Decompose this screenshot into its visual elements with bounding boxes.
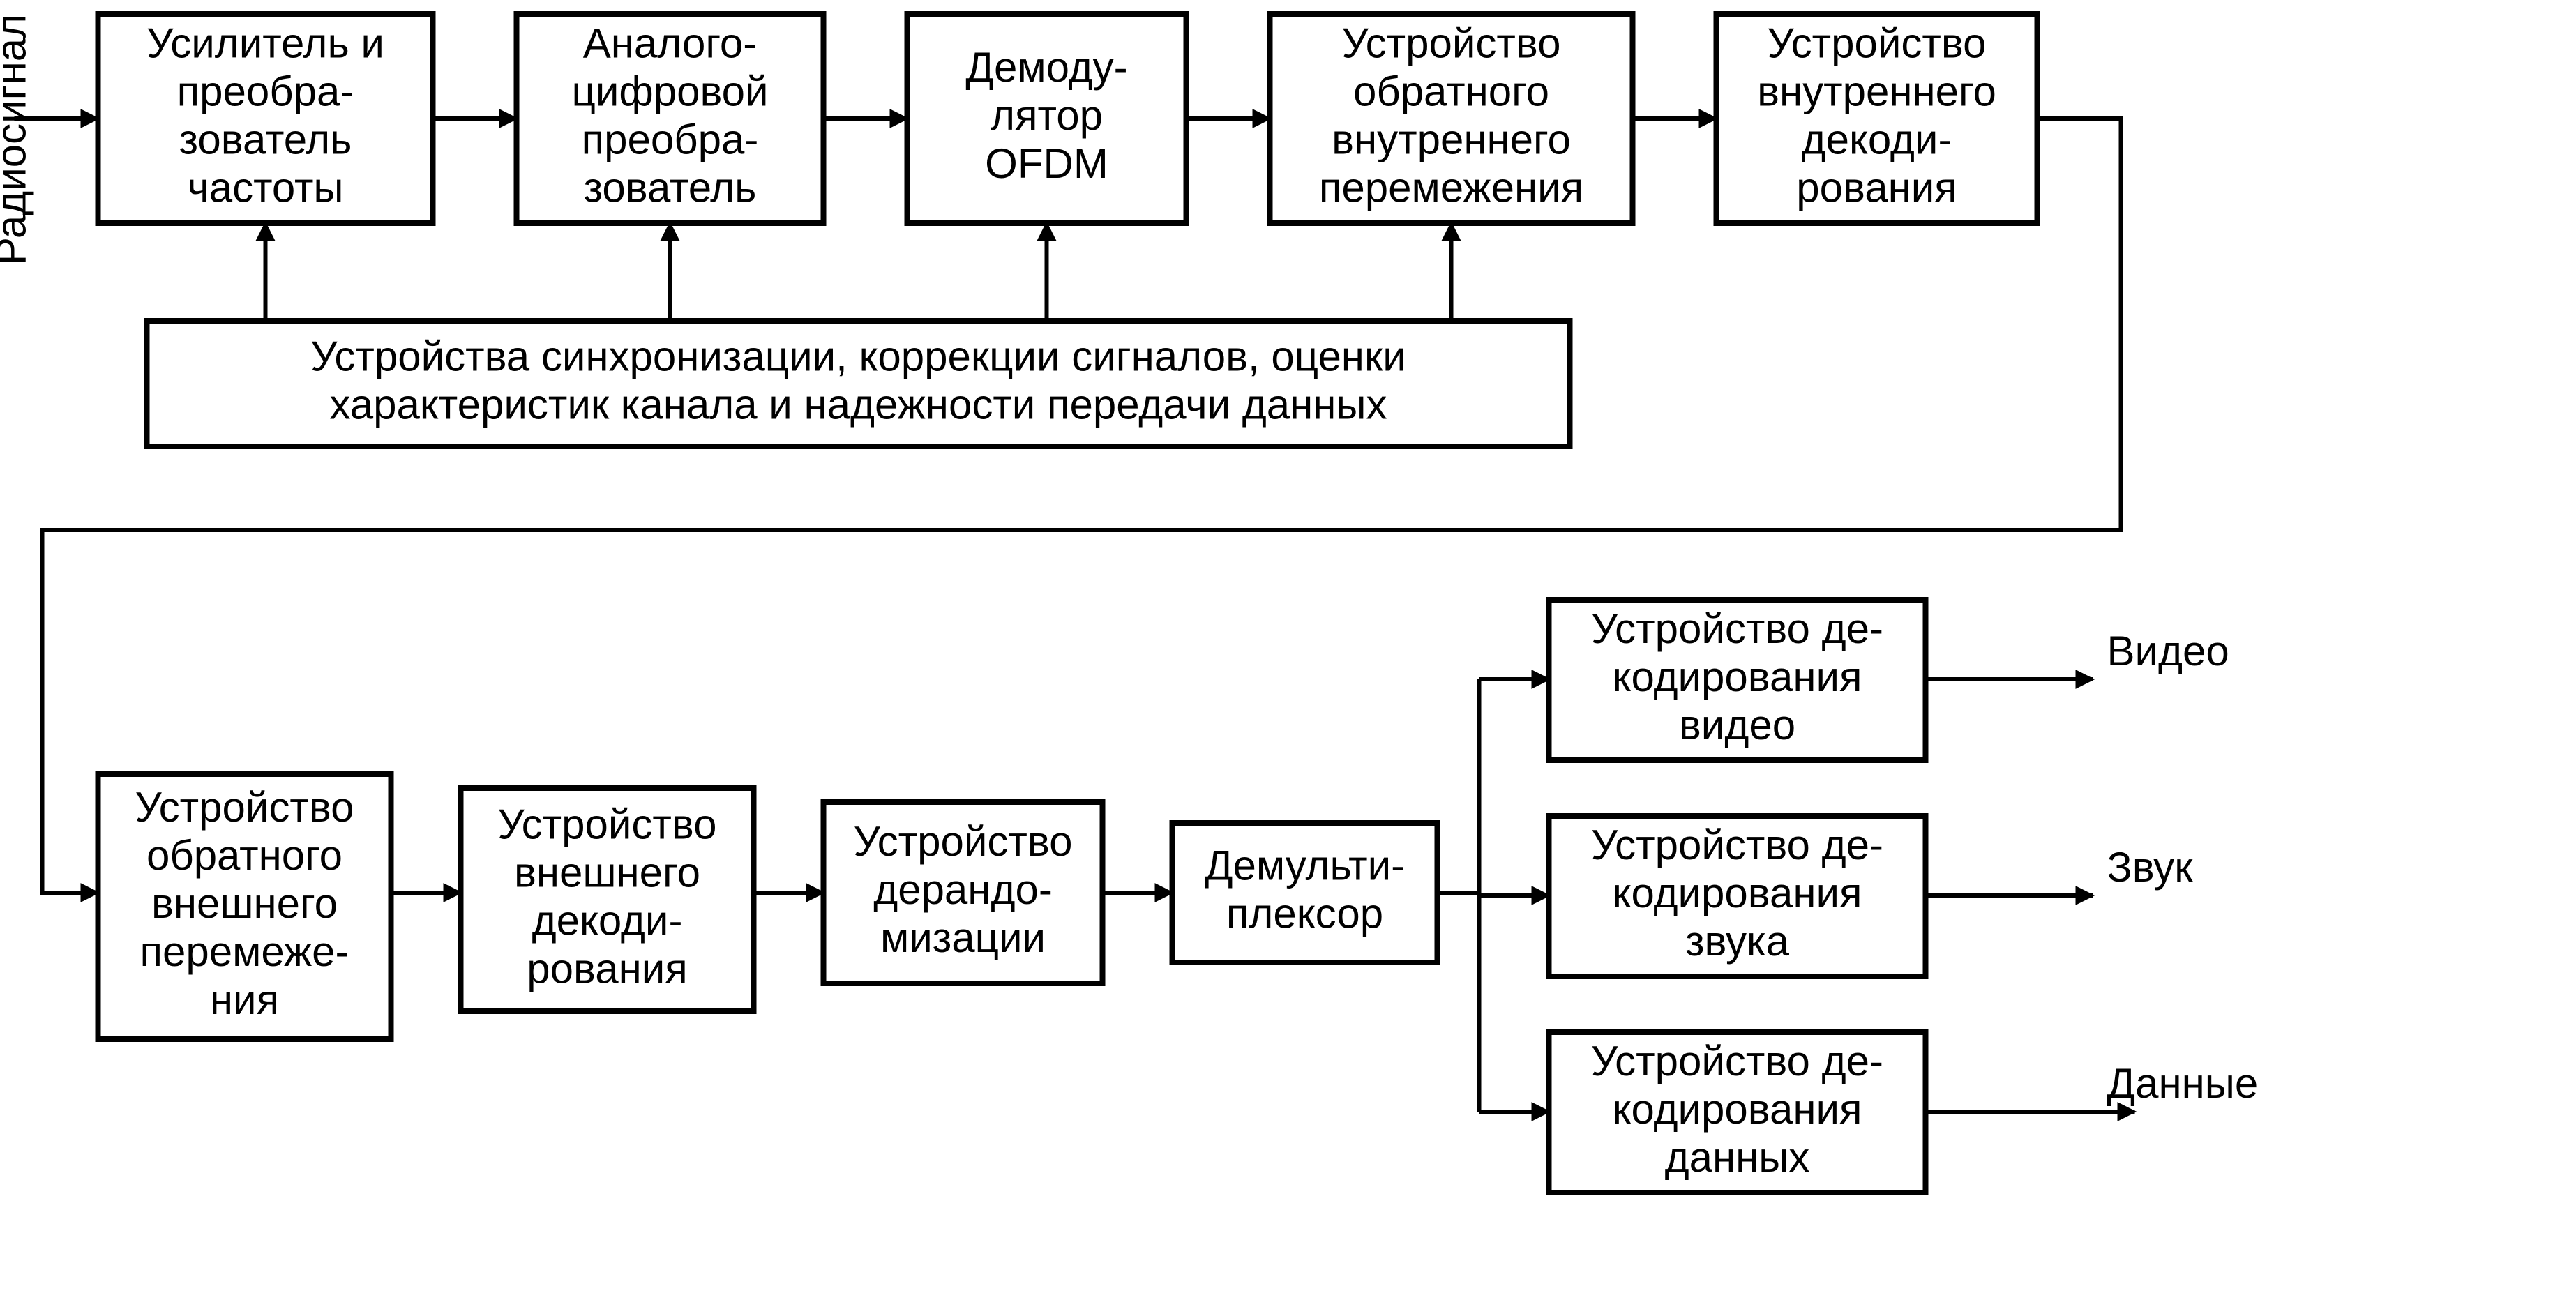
- node-n4: Устройствообратноговнутреннегоперемежени…: [1270, 14, 1633, 223]
- node-n9-line-0: Демульти-: [1205, 842, 1405, 889]
- node-sync-line-0: Устройства синхронизации, коррекции сигн…: [310, 333, 1406, 379]
- node-n3-line-0: Демоду-: [965, 44, 1127, 91]
- output-label-video: Видео: [2107, 628, 2229, 674]
- node-n5-line-1: внутреннего: [1757, 68, 1996, 114]
- node-n4-line-1: обратного: [1353, 68, 1549, 114]
- node-nA-line-2: звука: [1685, 918, 1790, 965]
- node-n7-line-1: внешнего: [514, 849, 700, 895]
- node-n1-line-3: частоты: [187, 164, 343, 211]
- node-n5-line-0: Устройство: [1768, 20, 1987, 66]
- node-n1: Усилитель ипреобра-зовательчастоты: [98, 14, 433, 223]
- node-nA: Устройство де-кодированиязвука: [1549, 816, 1926, 976]
- node-nV-line-2: видео: [1679, 702, 1795, 748]
- input-label: Радиосигнал: [0, 14, 35, 265]
- node-n8-line-1: дерандо-: [873, 866, 1053, 913]
- node-n4-line-3: перемежения: [1319, 164, 1583, 211]
- node-n4-line-2: внутреннего: [1332, 116, 1571, 162]
- node-nV-line-1: кодирования: [1613, 653, 1862, 700]
- node-sync: Устройства синхронизации, коррекции сигн…: [147, 321, 1570, 446]
- node-n8: Устройстводерандо-мизации: [824, 802, 1103, 983]
- node-n5: Устройствовнутреннегодекоди-рования: [1717, 14, 2038, 223]
- node-n1-line-0: Усилитель и: [146, 20, 384, 66]
- node-nV-line-0: Устройство де-: [1591, 605, 1883, 652]
- node-n6-line-2: внешнего: [151, 880, 338, 927]
- flowchart: Усилитель ипреобра-зовательчастотыАналог…: [0, 0, 2576, 1293]
- node-n2: Аналого-цифровойпреобра-зователь: [517, 14, 824, 223]
- node-n2-line-2: преобра-: [582, 116, 759, 162]
- node-nV: Устройство де-кодированиявидео: [1549, 600, 1926, 760]
- output-label-audio: Звук: [2107, 844, 2194, 891]
- node-n2-line-1: цифровой: [571, 68, 768, 114]
- node-n2-line-0: Аналого-: [583, 20, 758, 66]
- node-n3-line-1: лятор: [991, 92, 1103, 139]
- node-n9: Демульти-плексор: [1173, 823, 1438, 962]
- output-label-data: Данные: [2107, 1060, 2259, 1107]
- node-n7: Устройствовнешнегодекоди-рования: [461, 788, 754, 1011]
- node-n6-line-3: перемеже-: [140, 928, 349, 975]
- node-nD-line-1: кодирования: [1613, 1086, 1862, 1133]
- node-n7-line-2: декоди-: [532, 897, 683, 944]
- node-nA-line-0: Устройство де-: [1591, 822, 1883, 868]
- node-n5-line-2: декоди-: [1802, 116, 1952, 162]
- node-n6-line-4: ния: [210, 976, 279, 1023]
- node-nD: Устройство де-кодированияданных: [1549, 1032, 1926, 1193]
- node-n6-line-1: обратного: [146, 832, 342, 879]
- node-n7-line-0: Устройство: [498, 801, 717, 847]
- node-n6: Устройствообратноговнешнегоперемеже-ния: [98, 774, 391, 1039]
- node-n6-line-0: Устройство: [135, 784, 354, 831]
- node-n8-line-0: Устройство: [854, 818, 1073, 865]
- node-n1-line-1: преобра-: [177, 68, 354, 114]
- node-n9-line-1: плексор: [1226, 890, 1383, 937]
- node-nD-line-0: Устройство де-: [1591, 1038, 1883, 1084]
- node-n1-line-2: зователь: [179, 116, 352, 162]
- node-nD-line-2: данных: [1665, 1134, 1810, 1181]
- node-n3-line-2: OFDM: [985, 140, 1108, 187]
- node-n3: Демоду-ляторOFDM: [907, 14, 1187, 223]
- node-sync-line-1: характеристик канала и надежности переда…: [329, 381, 1387, 428]
- node-nA-line-1: кодирования: [1613, 870, 1862, 916]
- node-n4-line-0: Устройство: [1342, 20, 1561, 66]
- node-n5-line-3: рования: [1796, 164, 1957, 211]
- node-n8-line-2: мизации: [880, 914, 1046, 961]
- node-n7-line-3: рования: [527, 945, 687, 992]
- nodes: Усилитель ипреобра-зовательчастотыАналог…: [98, 14, 2038, 1193]
- node-n2-line-3: зователь: [584, 164, 757, 211]
